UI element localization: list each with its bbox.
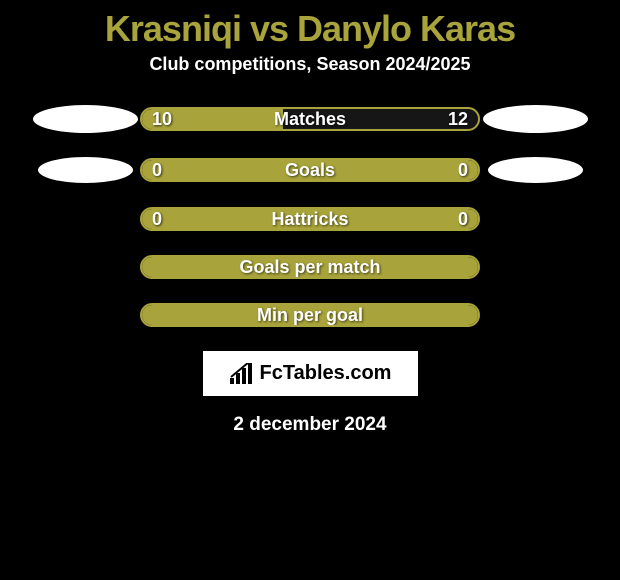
ellipse-icon xyxy=(33,105,138,133)
stat-bar: Min per goal xyxy=(140,303,480,327)
stat-bar: 10 Matches 12 xyxy=(140,107,480,131)
stat-label: Goals per match xyxy=(239,257,380,278)
ellipse-icon xyxy=(483,105,588,133)
stat-label: Min per goal xyxy=(257,305,363,326)
stat-label: Goals xyxy=(285,160,335,181)
stat-value-left: 0 xyxy=(152,160,162,181)
stat-label: Matches xyxy=(274,109,346,130)
stat-row: 10 Matches 12 xyxy=(0,105,620,133)
stat-row: 0 Hattricks 0 xyxy=(0,207,620,231)
stat-value-left: 0 xyxy=(152,209,162,230)
player-left-badge xyxy=(30,105,140,133)
player-right-badge xyxy=(480,157,590,183)
bars-icon xyxy=(229,363,255,385)
logo-box: FcTables.com xyxy=(203,351,418,396)
stat-value-right: 0 xyxy=(458,160,468,181)
page-subtitle: Club competitions, Season 2024/2025 xyxy=(0,54,620,105)
logo-text: FcTables.com xyxy=(260,362,392,385)
comparison-panel: 10 Matches 12 0 Goals 0 0 Hattricks 0 xyxy=(0,105,620,327)
date-label: 2 december 2024 xyxy=(0,414,620,436)
ellipse-icon xyxy=(488,157,583,183)
ellipse-icon xyxy=(38,157,133,183)
page-title: Krasniqi vs Danylo Karas xyxy=(0,0,620,54)
stat-label: Hattricks xyxy=(271,209,348,230)
player-left-badge xyxy=(30,157,140,183)
stat-value-right: 0 xyxy=(458,209,468,230)
stat-row: 0 Goals 0 xyxy=(0,157,620,183)
stat-row: Goals per match xyxy=(0,255,620,279)
stat-row: Min per goal xyxy=(0,303,620,327)
stat-bar: Goals per match xyxy=(140,255,480,279)
stat-bar: 0 Goals 0 xyxy=(140,158,480,182)
player-right-badge xyxy=(480,105,590,133)
stat-bar: 0 Hattricks 0 xyxy=(140,207,480,231)
stat-value-right: 12 xyxy=(448,109,468,130)
stat-value-left: 10 xyxy=(152,109,172,130)
